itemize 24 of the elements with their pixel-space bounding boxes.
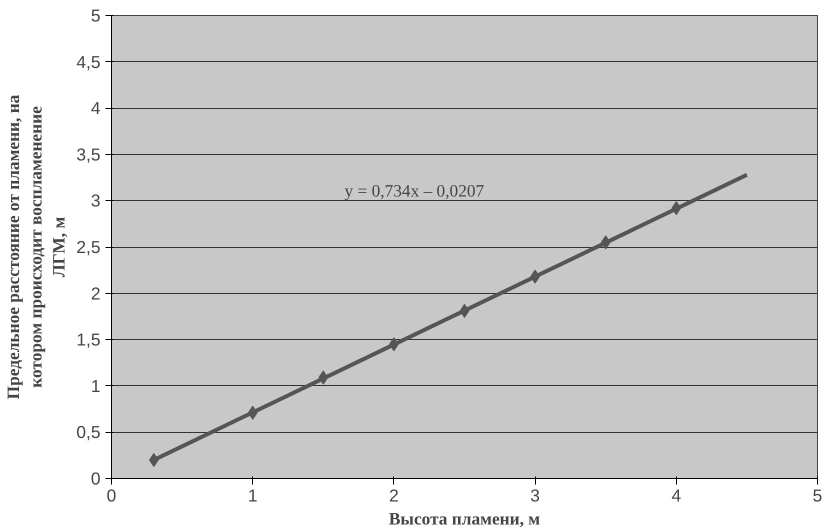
x-tick-label: 4 xyxy=(671,486,682,506)
point xyxy=(318,370,328,385)
x-tick-label: 0 xyxy=(106,486,116,506)
y-axis-title: Предельное расстояние от пламени, на котором происходит воспламенение ЛГМ, м xyxy=(4,94,68,400)
y-tick-label: 0 xyxy=(90,468,101,488)
y-tick-label: 0,5 xyxy=(76,422,101,442)
y-tick-label: 3 xyxy=(90,190,101,211)
annotation: y = 0,734x – 0,0207 xyxy=(344,182,485,201)
y-tick-label: 1,5 xyxy=(76,330,101,350)
point xyxy=(248,406,258,420)
x-tick-label: 1 xyxy=(248,486,258,506)
x-tick-label: 3 xyxy=(530,486,540,506)
x-axis-title: Высота пламени, м xyxy=(388,510,540,528)
x-tick-label: 2 xyxy=(389,486,399,506)
point xyxy=(671,201,682,216)
y-tick-label: 2 xyxy=(90,283,101,304)
point xyxy=(600,235,611,250)
y-tick-label: 3,5 xyxy=(76,144,101,164)
y-tick-label: 2,5 xyxy=(76,237,101,257)
y-tick-label: 4 xyxy=(90,98,101,118)
y-tick-label: 4,5 xyxy=(76,52,101,72)
x-tick-label: 5 xyxy=(812,486,822,506)
y-tick-label: 5 xyxy=(90,6,101,26)
y-tick-label: 1 xyxy=(90,376,101,396)
